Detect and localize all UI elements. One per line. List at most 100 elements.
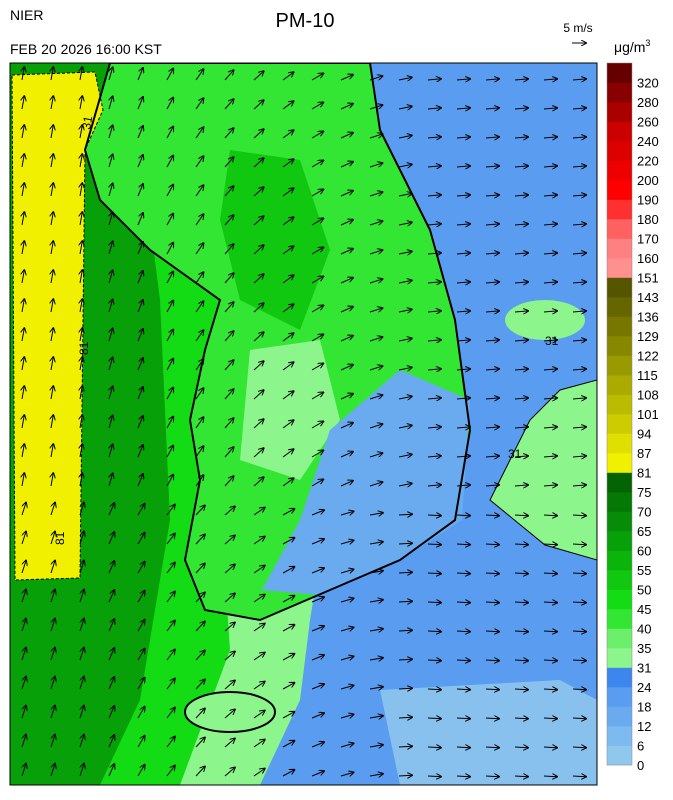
wind-arrow <box>166 98 173 110</box>
wind-arrow <box>253 769 265 777</box>
wind-arrow <box>79 706 84 719</box>
colorbar-segment <box>607 141 632 161</box>
island <box>184 691 276 733</box>
contour-label: 81 <box>53 531 67 545</box>
wind-arrow <box>340 191 353 197</box>
colorbar-label: 129 <box>637 329 659 344</box>
contour-label: 31 <box>508 447 522 461</box>
wind-arrow <box>253 158 264 168</box>
wind-arrow <box>456 311 470 312</box>
wind-arrow <box>311 334 323 342</box>
wind-arrow <box>572 282 586 283</box>
colorbar-label: 24 <box>637 680 651 695</box>
wind-arrow <box>398 309 412 312</box>
wind-arrow <box>253 537 265 545</box>
colorbar-segment <box>607 336 632 356</box>
wind-arrow <box>514 602 528 603</box>
wind-arrow <box>195 767 205 777</box>
wind-arrow <box>340 423 353 429</box>
wind-arrow <box>572 776 586 777</box>
wind-arrow <box>514 660 528 661</box>
wind-arrow <box>456 282 470 283</box>
wind-arrow <box>109 213 113 226</box>
wind-arrow <box>485 166 499 167</box>
wind-arrow <box>398 164 412 167</box>
wind-arrow <box>166 592 175 603</box>
wind-arrow <box>109 271 113 284</box>
wind-arrow <box>427 631 441 632</box>
wind-arrow <box>427 398 441 399</box>
wind-arrow <box>398 543 412 544</box>
wind-arrow <box>427 282 441 283</box>
wind-arrow <box>109 445 113 458</box>
wind-arrow <box>543 660 557 661</box>
wind-arrow <box>456 515 470 516</box>
wind-arrow <box>311 305 323 313</box>
colorbar-label: 70 <box>637 505 651 520</box>
wind-arrow <box>514 195 528 196</box>
wind-arrow <box>253 448 264 458</box>
wind-arrow <box>456 195 470 196</box>
wind-arrow <box>485 776 499 777</box>
wind-arrow <box>137 620 145 632</box>
colorbar-label: 108 <box>637 388 659 403</box>
wind-arrow <box>108 503 114 516</box>
wind-arrow <box>485 79 499 80</box>
wind-arrow <box>195 535 205 545</box>
colorbar-segment <box>607 492 632 512</box>
wind-arrow <box>21 532 26 545</box>
wind-arrow <box>485 485 499 486</box>
wind-arrow <box>22 299 24 313</box>
colorbar-segment <box>607 726 632 746</box>
wind-arrow <box>398 688 412 689</box>
wind-arrow <box>369 366 382 371</box>
wind-arrow <box>282 625 294 632</box>
wind-arrow <box>572 718 586 719</box>
colorbar-segment <box>607 297 632 317</box>
wind-arrow <box>195 622 205 632</box>
wind-arrow <box>22 154 24 168</box>
wind-arrow <box>398 572 412 573</box>
wind-arrow <box>21 764 26 777</box>
wind-arrow <box>282 449 294 458</box>
wind-arrow <box>108 648 114 661</box>
wind-arrow <box>282 391 294 400</box>
wind-arrow <box>398 514 412 515</box>
colorbar-segment <box>607 160 632 181</box>
wind-arrow <box>572 689 586 690</box>
wind-arrow <box>109 329 113 342</box>
wind-arrow <box>224 99 234 110</box>
colorbar: 0 6 12 18 24 31 35 40 45 50 55 60 65 70 75 81 87 94 101 108… <box>606 62 659 773</box>
wind-arrow <box>80 444 82 458</box>
wind-arrow <box>543 166 557 167</box>
wind-arrow <box>340 365 353 371</box>
wind-arrow <box>137 242 143 255</box>
colorbar-label: 190 <box>637 193 659 208</box>
wind-arrow <box>543 427 557 428</box>
wind-arrow <box>22 96 24 110</box>
wind-arrow <box>22 183 24 197</box>
wind-arrow <box>456 369 470 370</box>
wind-arrow <box>79 648 84 661</box>
land-inner <box>220 150 330 330</box>
wind-arrow <box>340 220 353 226</box>
wind-arrow <box>427 776 441 777</box>
wind-arrow <box>282 304 294 313</box>
wind-arrow <box>340 511 354 515</box>
wind-arrow <box>137 213 143 226</box>
wind-arrow <box>80 386 82 400</box>
wind-arrow <box>79 619 84 632</box>
wind-arrow <box>282 188 294 197</box>
wind-arrow <box>543 195 557 196</box>
wind-arrow <box>572 515 586 516</box>
wind-arrow <box>137 271 143 284</box>
wind-arrow <box>224 447 234 458</box>
wind-arrow <box>427 224 441 225</box>
wind-arrow <box>311 131 323 139</box>
wind-arrow <box>224 215 234 226</box>
wind-arrow <box>311 597 324 603</box>
colorbar-segment <box>607 511 632 532</box>
colorbar-label: 50 <box>637 583 651 598</box>
colorbar-label: 200 <box>637 173 659 188</box>
